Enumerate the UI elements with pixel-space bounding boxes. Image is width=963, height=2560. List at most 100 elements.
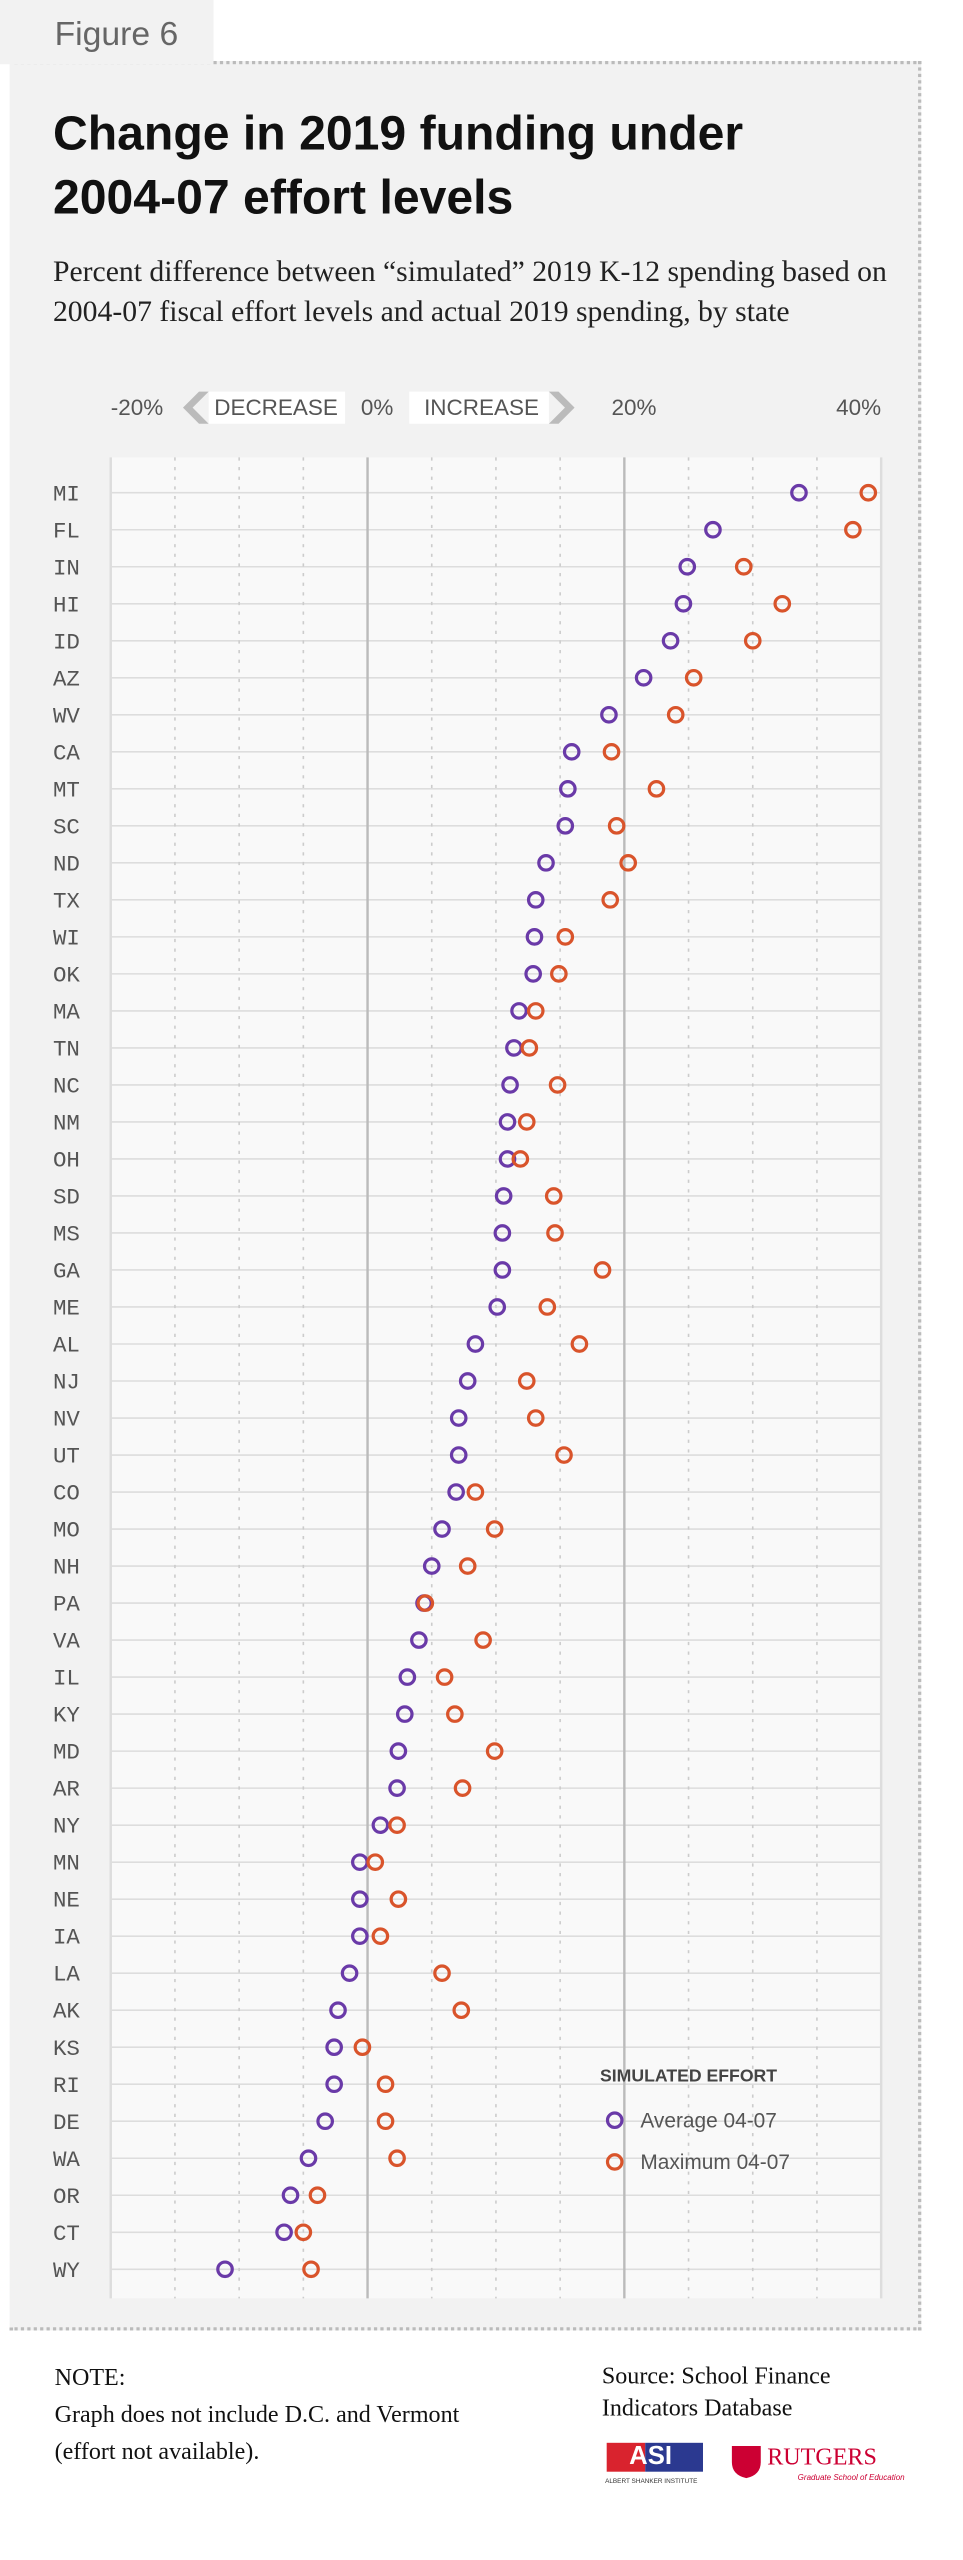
- dot: [281, 2186, 300, 2205]
- dot: [449, 1409, 468, 1427]
- y-tick-label: MA: [53, 999, 80, 1025]
- logo-shield: [731, 2446, 761, 2479]
- x-tick-label: 0%: [361, 395, 393, 420]
- dot: [666, 705, 685, 724]
- y-tick-label: AK: [53, 1999, 80, 2025]
- chart-title: Change in 2019 funding under 2004-07 eff…: [52, 107, 744, 225]
- dot: [734, 557, 753, 576]
- arrow-left: [182, 391, 209, 424]
- dot: [366, 1853, 385, 1871]
- y-tick-label: NC: [53, 1073, 80, 1099]
- dot: [388, 2149, 406, 2168]
- y-tick-label: VA: [53, 1629, 80, 1655]
- legend-marker: [605, 2111, 624, 2130]
- tab: [0, 0, 214, 65]
- logo-mark: [645, 2442, 703, 2472]
- y-tick-label: MN: [53, 1851, 80, 1877]
- dot: [351, 1890, 369, 1908]
- dot: [485, 1742, 504, 1760]
- dot: [520, 1039, 539, 1057]
- dot: [510, 1002, 528, 1020]
- dot: [294, 2223, 313, 2242]
- dot: [452, 2001, 471, 2020]
- dot: [388, 1779, 406, 1797]
- dot: [859, 483, 878, 502]
- dot: [371, 1816, 390, 1834]
- dot: [524, 965, 543, 983]
- plot-area: [110, 457, 882, 2299]
- dot: [299, 2149, 318, 2168]
- dot: [371, 1927, 390, 1946]
- dot: [494, 1187, 513, 1205]
- dot: [488, 1298, 507, 1316]
- y-tick-label: NM: [53, 1110, 80, 1136]
- dot: [302, 2260, 320, 2279]
- dot: [743, 631, 762, 650]
- dot: [570, 1335, 589, 1353]
- dot: [555, 1446, 573, 1464]
- dot: [447, 1483, 465, 1501]
- dot: [435, 1668, 454, 1686]
- y-tick-label: CA: [53, 740, 80, 766]
- dot: [410, 1631, 428, 1649]
- y-tick-label: SD: [53, 1184, 80, 1210]
- dot: [389, 1742, 408, 1760]
- dot: [674, 594, 693, 613]
- y-tick-label: WA: [53, 2147, 80, 2173]
- dot: [537, 854, 555, 872]
- dot: [316, 2112, 335, 2131]
- y-tick-label: RI: [53, 2073, 80, 2099]
- logo-text: Graduate School of Education: [798, 2473, 905, 2482]
- dot: [607, 817, 626, 835]
- y-tick-label: LA: [53, 1962, 80, 1988]
- y-tick-label: NV: [53, 1407, 80, 1433]
- legend-label: Average 04-07: [640, 2109, 776, 2132]
- dot: [501, 1076, 519, 1094]
- y-tick-label: UT: [53, 1444, 80, 1470]
- dot: [325, 2038, 343, 2057]
- dot: [458, 1557, 477, 1575]
- y-tick-label: HI: [53, 592, 80, 618]
- y-tick-label: ME: [53, 1296, 80, 1322]
- dot: [546, 1224, 564, 1242]
- dot: [647, 779, 666, 798]
- dot: [704, 520, 722, 539]
- dot: [453, 1779, 472, 1797]
- y-tick-label: IL: [53, 1666, 80, 1692]
- dot: [517, 1372, 536, 1390]
- y-tick-label: ID: [53, 629, 80, 655]
- legend-title: SIMULATED EFFORT: [600, 2066, 777, 2086]
- y-tick-label: OR: [53, 2184, 80, 2210]
- annotation: INCREASE: [424, 395, 539, 420]
- dot: [474, 1631, 492, 1649]
- dot: [351, 1927, 369, 1946]
- dot: [466, 1335, 485, 1353]
- y-tick-label: NH: [53, 1555, 80, 1581]
- dot: [562, 742, 581, 761]
- note: NOTE: Graph does not include D.C. and Ve…: [55, 2361, 520, 2472]
- dot: [498, 1113, 517, 1131]
- figure-label: Figure 6: [54, 16, 179, 53]
- y-tick-label: GA: [53, 1259, 80, 1285]
- dot: [526, 1002, 545, 1020]
- dot: [556, 928, 575, 946]
- y-tick-label: MI: [53, 481, 80, 507]
- dot: [556, 817, 575, 835]
- y-tick-label: WV: [53, 703, 80, 729]
- y-tick-label: OH: [53, 1147, 80, 1173]
- dot: [308, 2186, 327, 2205]
- dot: [684, 668, 703, 687]
- y-tick-label: WY: [53, 2258, 80, 2284]
- dot: [526, 891, 545, 909]
- dot: [773, 594, 792, 613]
- logo-text: ALBERT SHANKER INSTITUTE: [605, 2478, 697, 2485]
- y-tick-label: NE: [53, 1888, 80, 1914]
- note-text: Graph does not include D.C. and Vermont …: [54, 2402, 460, 2466]
- dot: [329, 2001, 347, 2020]
- y-tick-label: IA: [53, 1925, 80, 1951]
- y-tick-label: DE: [53, 2110, 80, 2136]
- dot: [353, 2038, 372, 2057]
